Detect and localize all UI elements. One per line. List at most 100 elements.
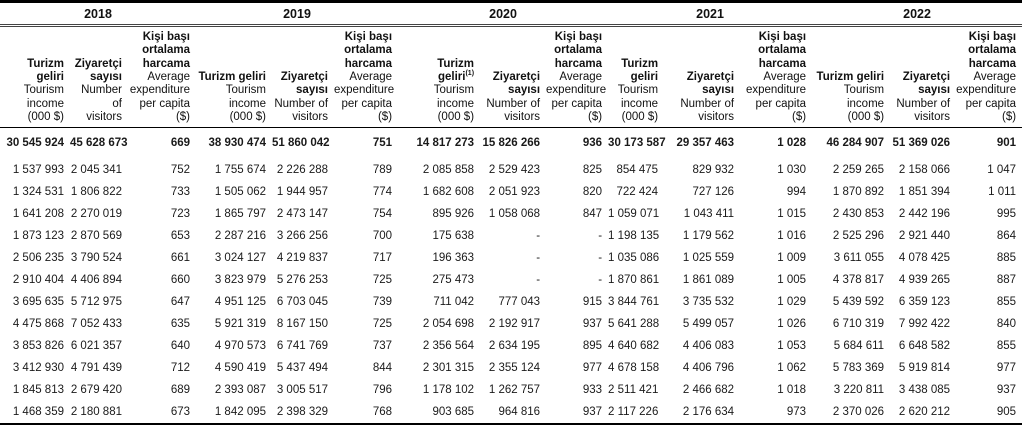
cell: 4 590 419 — [214, 362, 267, 375]
cell: 51 369 026 — [892, 137, 951, 150]
header-text: Ziyaretçi — [492, 70, 541, 83]
cell: 937 — [582, 406, 603, 419]
cell: 5 783 369 — [832, 362, 885, 375]
cell: 2 259 265 — [832, 164, 885, 177]
column-header: Ziyaretçi sayısı Number of visitors — [480, 25, 547, 129]
cell: 1 025 559 — [682, 252, 735, 265]
cell: 1 324 531 — [12, 186, 64, 199]
cell: 38 930 474 — [208, 137, 267, 150]
cell: 774 — [372, 186, 393, 199]
cell: 777 043 — [498, 296, 541, 309]
cell: 8 167 150 — [276, 318, 329, 331]
cell: 723 — [170, 208, 191, 221]
year-header: 2018 — [0, 1, 197, 27]
cell: 737 — [372, 340, 393, 353]
header-line-english: Tourism — [617, 84, 659, 97]
cell: 2 466 682 — [682, 384, 735, 397]
cell: 6 703 045 — [276, 296, 329, 309]
header-line-turkish: Kişi başı — [956, 31, 1016, 44]
cell: 1 062 — [777, 362, 807, 375]
cell: 2 442 196 — [898, 208, 951, 221]
cell: 847 — [582, 208, 603, 221]
header-line-turkish: Turizm geliri(1) — [398, 58, 474, 85]
header-line-english: (000 $) — [847, 110, 885, 123]
cell: 915 — [582, 296, 603, 309]
header-line-english: Average — [349, 70, 393, 83]
header-line-english: Tourism — [23, 84, 64, 97]
tourism-statistics-table: 2018 2019 2020 2021 2022 Turizm geliri Touris… — [0, 0, 1022, 426]
header-line-english: (000 $) — [437, 110, 475, 123]
cell: 4 406 894 — [70, 274, 122, 287]
cell: 1 861 089 — [682, 274, 735, 287]
header-line-english: Average — [147, 70, 191, 83]
cell: 2 910 404 — [12, 274, 64, 287]
header-text: ortalama — [968, 44, 1017, 57]
column-header: Turizm geliri Tourism income (000 $) — [812, 25, 891, 129]
header-line-english: Number of — [81, 84, 122, 110]
cell: 796 — [372, 384, 393, 397]
cell: 855 — [996, 340, 1017, 353]
cell: 2 287 216 — [214, 230, 267, 243]
cell: 3 735 532 — [682, 296, 735, 309]
cell: 661 — [170, 252, 191, 265]
cell: 5 712 975 — [70, 296, 122, 309]
header-line-turkish: geliri — [608, 71, 658, 84]
header-line-english: per capita — [139, 97, 191, 110]
cell: 46 284 907 — [826, 137, 885, 150]
header-text: sayısı — [702, 84, 735, 97]
header-line-turkish: Turizm — [608, 58, 658, 71]
column-header: Turizm geliri Tourism income (000 $) — [608, 25, 665, 129]
cell: 1 059 071 — [608, 208, 660, 221]
cell: 895 926 — [432, 208, 475, 221]
cell: 855 — [996, 296, 1017, 309]
header-text: harcama — [344, 57, 393, 70]
header-text: ortalama — [142, 44, 191, 57]
cell: 4 078 425 — [898, 252, 951, 265]
header-text: ortalama — [758, 44, 807, 57]
cell: 2 473 147 — [276, 208, 329, 221]
cell: 3 844 761 — [608, 296, 660, 309]
column-header: Turizm geliri Tourism income (000 $) — [0, 25, 70, 129]
column-header: Kişi başı ortalama harcama Average expenditu… — [334, 25, 399, 129]
cell: 2 356 564 — [422, 340, 475, 353]
cell: 733 — [170, 186, 191, 199]
table-row: 3 695 635 5 712 975 647 4 951 125 6 703 045 7… — [0, 291, 1022, 313]
cell: 1 262 757 — [488, 384, 541, 397]
cell: 1 028 — [777, 137, 807, 150]
header-line-english: Number of — [274, 97, 329, 110]
cell: 717 — [372, 252, 393, 265]
header-line-turkish: Ziyaretçi — [70, 58, 122, 71]
cell: 3 790 524 — [70, 252, 122, 265]
header-text: Ziyaretçi — [74, 57, 122, 70]
column-header-row: Turizm geliri Tourism income (000 $) Ziyaret… — [0, 25, 1022, 129]
column-header: Kişi başı ortalama harcama Average expenditu… — [740, 25, 813, 129]
cell: - — [536, 230, 541, 243]
cell: 1 015 — [777, 208, 807, 221]
cell: 2 085 858 — [422, 164, 475, 177]
cell: 635 — [170, 318, 191, 331]
column-header: Kişi başı ortalama harcama Average expenditu… — [128, 25, 197, 129]
header-line-turkish: ortalama — [334, 44, 392, 57]
header-line-turkish: ortalama — [546, 44, 602, 57]
cell: 30 545 924 — [6, 137, 64, 150]
header-text: geliri — [630, 70, 659, 83]
header-text: harcama — [968, 57, 1017, 70]
cell: 4 939 265 — [898, 274, 951, 287]
cell: 1 030 — [777, 164, 807, 177]
header-line-turkish: sayısı — [272, 84, 328, 97]
header-line-turkish: Turizm geliri — [812, 71, 885, 84]
cell: 175 638 — [432, 230, 475, 243]
header-line-english: (000 $) — [27, 110, 64, 123]
cell: 5 437 494 — [276, 362, 329, 375]
cell: 903 685 — [432, 406, 475, 419]
header-line-turkish: harcama — [740, 58, 806, 71]
cell: 3 005 517 — [276, 384, 329, 397]
cell: 2 511 421 — [608, 384, 659, 397]
cell: 1 005 — [777, 274, 807, 287]
column-header: Ziyaretçi sayısı Number of visitors — [70, 25, 128, 129]
cell: - — [598, 230, 603, 243]
cell: 1 845 813 — [12, 384, 64, 397]
header-line-english: per capita — [755, 97, 807, 110]
cell: - — [536, 252, 541, 265]
cell: 2 051 923 — [488, 186, 541, 199]
